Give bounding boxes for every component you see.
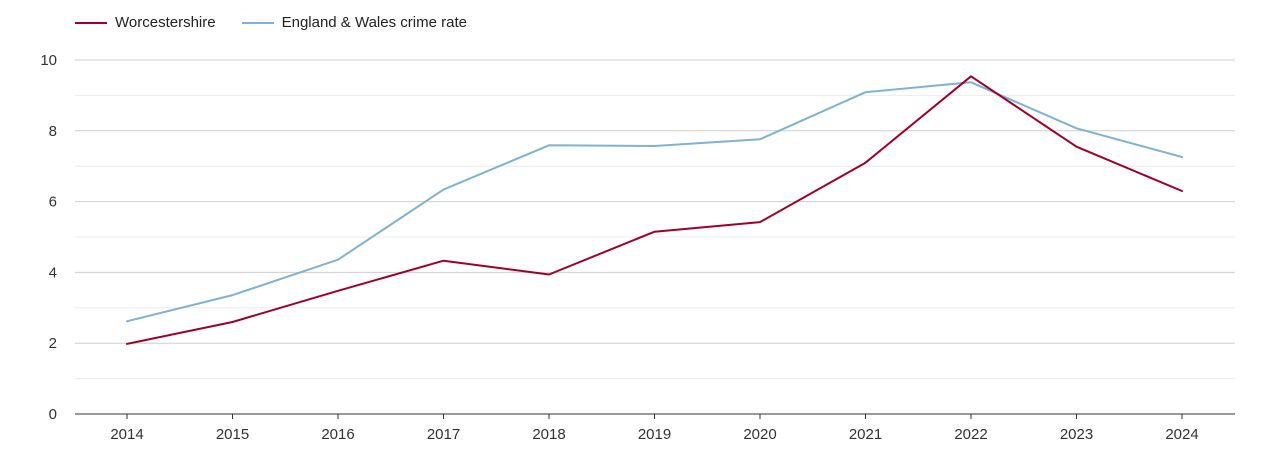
legend-swatch-england-wales — [241, 21, 274, 24]
legend-label-worcestershire: Worcestershire — [115, 14, 216, 31]
legend-swatch-worcestershire — [75, 21, 107, 24]
x-tick-label-2020: 2020 — [743, 426, 776, 443]
legend-item-england-wales: England & Wales crime rate — [241, 14, 467, 31]
x-tick-label-2023: 2023 — [1060, 426, 1093, 443]
y-tick-label-2: 2 — [49, 335, 57, 352]
y-tick-label-8: 8 — [49, 123, 57, 140]
y-tick-label-6: 6 — [49, 194, 57, 211]
series-line-england-wales-crime-rate — [126, 81, 1183, 323]
x-tick-label-2015: 2015 — [216, 426, 249, 443]
y-tick-label-4: 4 — [49, 264, 57, 281]
x-tick-label-2022: 2022 — [954, 426, 987, 443]
x-tick-label-2018: 2018 — [532, 426, 565, 443]
series-line-worcestershire — [126, 75, 1183, 345]
x-tick-label-2014: 2014 — [110, 426, 143, 443]
x-tick-label-2021: 2021 — [849, 426, 882, 443]
x-tick-label-2019: 2019 — [638, 426, 671, 443]
x-tick-label-2024: 2024 — [1165, 426, 1198, 443]
y-tick-label-0: 0 — [49, 406, 57, 423]
legend-item-worcestershire: Worcestershire — [75, 14, 216, 31]
legend-label-england-wales: England & Wales crime rate — [281, 14, 467, 31]
x-tick-label-2017: 2017 — [427, 426, 460, 443]
x-tick-label-2016: 2016 — [321, 426, 354, 443]
y-tick-label-10: 10 — [40, 52, 57, 69]
legend: Worcestershire England & Wales crime rat… — [75, 14, 467, 31]
